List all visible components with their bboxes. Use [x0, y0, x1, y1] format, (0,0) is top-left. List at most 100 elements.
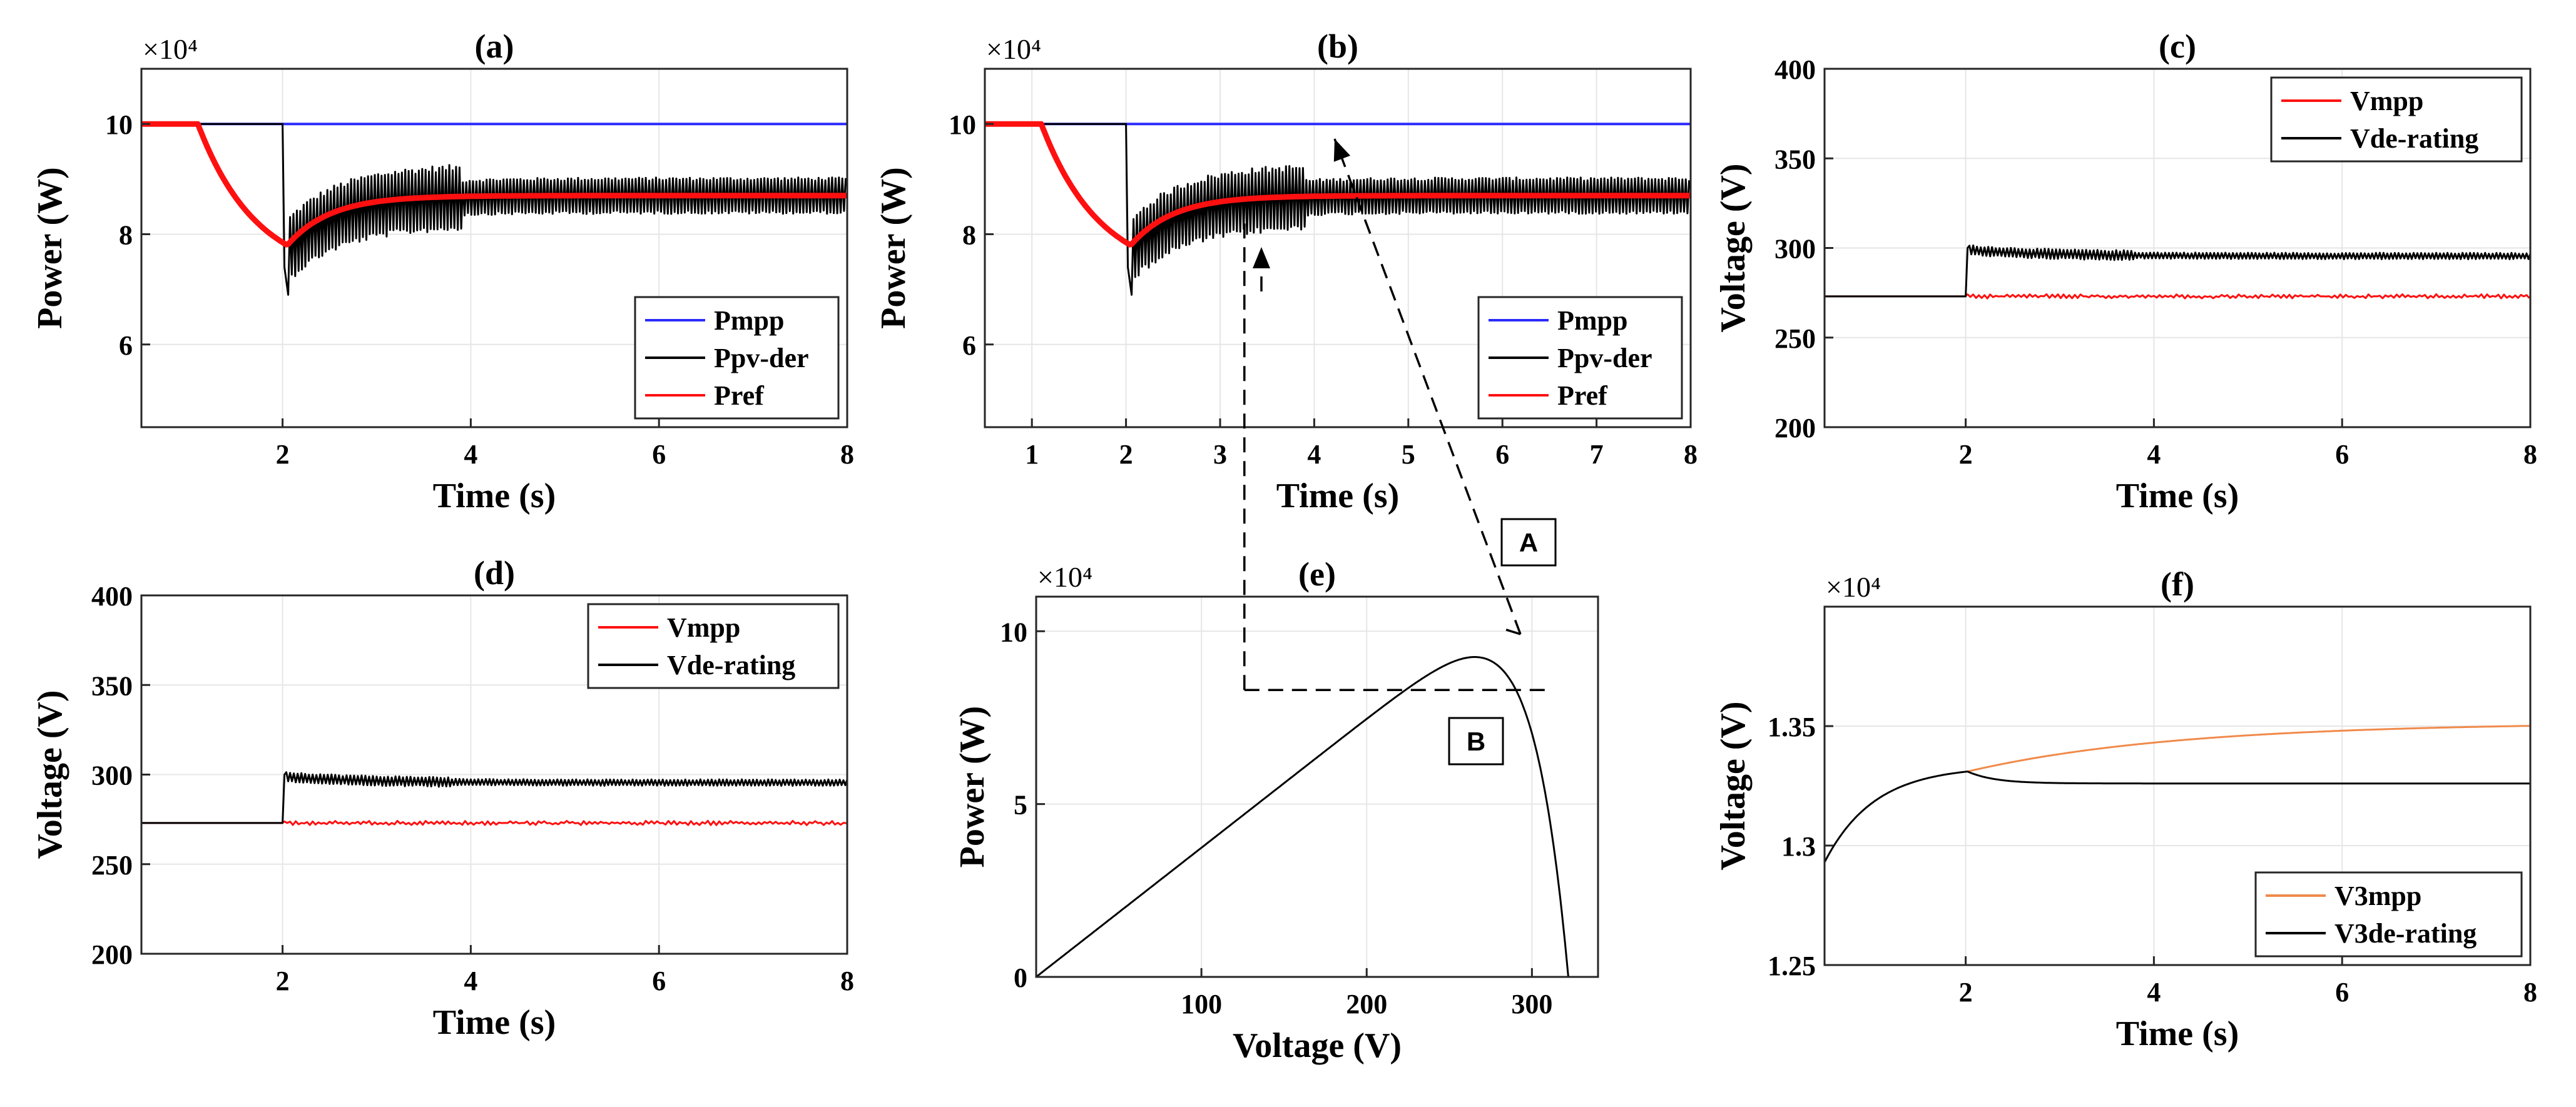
series-line-v3de-rating	[1825, 771, 2530, 863]
legend-label: Pmpp	[714, 305, 784, 336]
x-tick-label: 6	[652, 966, 666, 996]
legend-label: Vmpp	[2350, 86, 2423, 116]
x-tick-label: 200	[1346, 989, 1387, 1019]
y-axis-label: Voltage (V)	[1714, 701, 1753, 870]
y-axis-label: Power (W)	[31, 167, 69, 329]
x-tick-label: 2	[276, 966, 290, 996]
legend-label: Pref	[714, 380, 765, 411]
chart-title: (a)	[475, 28, 514, 65]
chart-title: (b)	[1317, 28, 1358, 65]
legend-label: V3de-rating	[2334, 918, 2477, 949]
y-tick-label: 200	[91, 939, 133, 970]
legend-box	[2270, 76, 2523, 163]
x-tick-label: 8	[2523, 439, 2537, 470]
y-tick-label: 10	[105, 109, 133, 140]
x-tick-label: 4	[2147, 439, 2161, 470]
x-tick-label: 1	[1025, 439, 1039, 470]
y-tick-label: 250	[91, 850, 133, 881]
series-line-pref	[985, 121, 1691, 248]
arrow-to-pmpp-line	[1333, 138, 1522, 635]
chart-title: (c)	[2159, 28, 2196, 65]
y-axis-label: Power (W)	[874, 167, 913, 329]
panel-c: 2 4 6 8 200 250 300 350 400 (c) Time (s) Voltage (V…	[1714, 28, 2537, 515]
axis-multiplier: ×10⁴	[143, 33, 198, 65]
plot-area	[1036, 597, 1598, 977]
x-tick-label: 100	[1181, 989, 1222, 1019]
x-tick-label: 6	[652, 439, 666, 470]
arrow-a-tail	[1500, 627, 1521, 635]
x-axis-label: Time (s)	[433, 1003, 556, 1042]
x-tick-label: 2	[1959, 439, 1973, 470]
arrow-to-pmpp-head	[1333, 139, 1351, 162]
panel-a: 2 4 6 8 6 8 10 (a) ×10⁴ Time (s) Power (W) Pmpp Ppv-…	[31, 28, 854, 515]
x-tick-label: 4	[2147, 977, 2161, 1008]
y-tick-label: 8	[119, 220, 133, 250]
x-tick-label: 8	[840, 439, 854, 470]
x-tick-label: 300	[1511, 989, 1552, 1019]
series-group	[1825, 244, 2530, 300]
x-tick-label: 3	[1213, 439, 1227, 470]
legend: Pmpp Ppv-der Pref	[634, 296, 840, 420]
legend: Vmpp Vde-rating	[587, 603, 840, 689]
series-line-pref	[141, 121, 847, 248]
legend-label: V3mpp	[2334, 881, 2421, 911]
y-axis-label: Voltage (V)	[1714, 163, 1753, 332]
panel-e: 100 200 300 0 5 10 (e) ×10⁴ Voltage (V) Power (W)	[953, 221, 1599, 1065]
annotation-layer: A B	[1253, 138, 1557, 766]
y-tick-label: 400	[1774, 54, 1816, 85]
series-group	[1825, 725, 2530, 863]
y-tick-label: 1.3	[1781, 831, 1816, 862]
arrow-to-ppv-der-head	[1253, 247, 1270, 268]
axis-multiplier: ×10⁴	[986, 33, 1041, 65]
series-group	[141, 771, 847, 826]
x-axis-label: Time (s)	[433, 477, 556, 515]
y-tick-label: 200	[1774, 413, 1816, 443]
x-tick-label: 2	[276, 439, 290, 470]
legend: Vmpp Vde-rating	[2270, 76, 2523, 163]
y-tick-label: 0	[1014, 963, 1027, 993]
panel-f: 2 4 6 8 1.25 1.3 1.35 (f) ×10⁴ Time (s) Voltage (V…	[1714, 565, 2537, 1053]
legend-label: Pref	[1557, 380, 1608, 411]
y-tick-label: 250	[1774, 323, 1816, 354]
x-tick-label: 4	[464, 966, 477, 996]
series-line-v3mpp	[1967, 725, 2530, 773]
x-axis-label: Voltage (V)	[1233, 1026, 1402, 1065]
series-group	[141, 121, 847, 296]
axis-multiplier: ×10⁴	[1037, 561, 1092, 593]
x-tick-label: 2	[1119, 439, 1133, 470]
legend-box	[2254, 871, 2523, 958]
x-tick-label: 2	[1959, 977, 1973, 1008]
y-tick-label: 350	[91, 670, 133, 701]
y-axis-label: Voltage (V)	[31, 690, 69, 859]
y-tick-label: 8	[962, 220, 976, 250]
x-tick-label: 8	[2523, 977, 2537, 1008]
y-tick-label: 1.35	[1768, 712, 1816, 742]
chart-title: (f)	[2161, 565, 2194, 603]
axis-multiplier: ×10⁴	[1826, 571, 1881, 603]
series-group	[985, 121, 1691, 296]
series-line-ppv-der	[141, 123, 847, 296]
legend-label: Ppv-der	[714, 343, 809, 373]
legend: Pmpp Ppv-der Pref	[1477, 296, 1683, 420]
axes-frame	[140, 68, 848, 428]
series-group	[1036, 656, 1569, 977]
y-tick-label: 10	[949, 109, 976, 140]
series-line-vde-rating	[141, 771, 847, 824]
x-tick-label: 7	[1590, 439, 1604, 470]
axes-frame	[1823, 605, 2532, 966]
y-tick-label: 300	[1774, 234, 1816, 265]
axes-frame	[984, 68, 1692, 428]
y-tick-label: 350	[1774, 144, 1816, 174]
y-tick-label: 1.25	[1768, 951, 1816, 981]
y-axis-label: Power (W)	[953, 706, 992, 868]
legend-label: Ppv-der	[1557, 343, 1652, 373]
x-tick-label: 8	[1684, 439, 1698, 470]
x-axis-label: Time (s)	[1276, 477, 1400, 515]
y-tick-label: 5	[1014, 790, 1027, 821]
panel-b: 1 2 3 4 5 6 7 8 6 8 10 (b) ×10⁴ Time (s) Power (W) Pmpp…	[874, 28, 1698, 515]
series-line-p-v-curve	[1036, 656, 1569, 977]
x-tick-label: 6	[1495, 439, 1509, 470]
y-tick-label: 10	[1000, 617, 1027, 647]
